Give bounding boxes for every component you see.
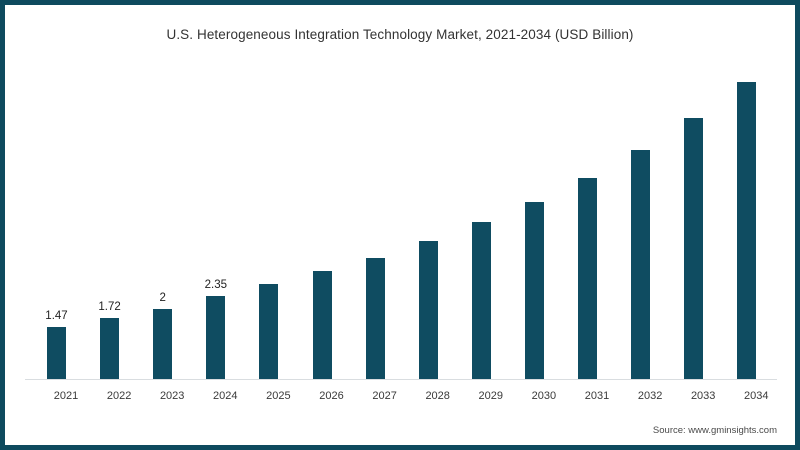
bar-rect	[524, 202, 544, 379]
x-tick-2032: 2032	[637, 390, 663, 402]
bar-rect	[631, 149, 651, 379]
x-tick-2022: 2022	[106, 390, 132, 402]
bar-value-label: 2.35	[204, 279, 227, 292]
bar-rect	[418, 241, 438, 379]
bar-series: 1.47 1.72 2 2.35	[5, 5, 795, 379]
bar-rect	[737, 82, 757, 379]
chart-title: U.S. Heterogeneous Integration Technolog…	[166, 27, 634, 42]
x-tick-2023: 2023	[159, 390, 185, 402]
bar-value-label: 1.72	[98, 301, 121, 314]
source-attribution: Source: www.gminsights.com	[652, 425, 777, 436]
bar-rect	[471, 222, 491, 379]
x-tick-2034: 2034	[744, 390, 769, 402]
bar-value-label: 2	[159, 291, 166, 304]
bar-rect	[365, 257, 385, 379]
x-tick-2026: 2026	[319, 390, 344, 402]
bar-rect	[100, 318, 120, 379]
x-axis-line	[25, 379, 777, 380]
bar-rect	[47, 327, 66, 379]
bar-rect	[206, 296, 226, 379]
x-tick-2033: 2033	[690, 390, 716, 402]
x-tick-2030: 2030	[531, 390, 557, 402]
bar-rect	[578, 177, 597, 379]
plot-area: 1.47 1.72 2 2.35 2021 2022 2023 2024 2025 2026 20…	[5, 5, 795, 445]
x-tick-2027: 2027	[372, 390, 397, 402]
chart-canvas: U.S. Heterogeneous Integration Technolog…	[5, 5, 795, 445]
bar-value-label: 1.47	[45, 310, 68, 323]
x-tick-2021: 2021	[53, 390, 79, 402]
bar-rect	[153, 308, 173, 379]
bar-rect	[312, 270, 332, 379]
x-tick-2025: 2025	[266, 390, 291, 402]
x-tick-2029: 2029	[478, 390, 504, 402]
x-tick-2028: 2028	[425, 390, 450, 402]
bar-rect	[684, 118, 704, 379]
x-tick-2031: 2031	[584, 390, 610, 402]
x-tick-2024: 2024	[213, 390, 238, 402]
bar-rect	[259, 284, 279, 379]
